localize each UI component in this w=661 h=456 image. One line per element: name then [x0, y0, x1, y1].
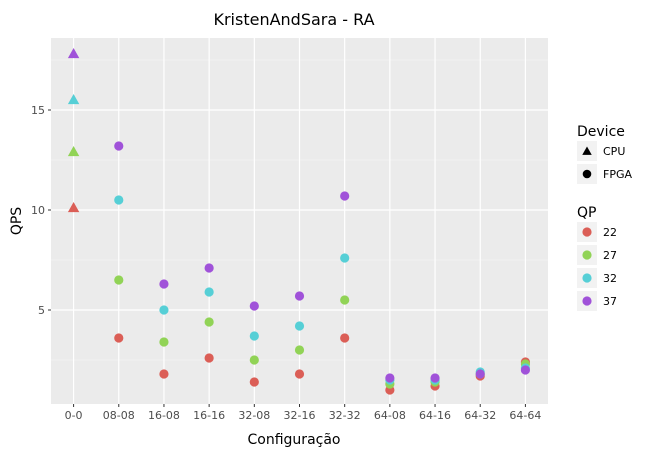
x-tick-label: 32-32: [329, 409, 361, 422]
fpga-point-qp27: [159, 337, 169, 347]
fpga-point-qp32: [159, 305, 169, 315]
fpga-point-qp22: [249, 377, 259, 387]
legend-circle-icon: [582, 169, 592, 179]
legend-qp-label: 32: [603, 272, 617, 285]
cpu-point-qp32: [67, 94, 80, 105]
y-axis-title: QPS: [9, 207, 25, 235]
legend-qp-swatch: [582, 227, 592, 237]
x-tick-label: 08-08: [103, 409, 135, 422]
x-axis: 0-0 08-08 16-08 16-16 32-08 32-16 32-32 64-08 64…: [65, 404, 541, 422]
cpu-point-qp22: [67, 202, 80, 213]
y-tick-label: 5: [38, 304, 45, 317]
fpga-point-qp37: [204, 263, 214, 273]
fpga-point-qp37: [159, 279, 169, 289]
x-tick-label: 64-08: [374, 409, 406, 422]
legend-qp-swatch: [582, 296, 592, 306]
x-axis-title: Configuração: [248, 432, 341, 448]
legend-device-label: FPGA: [603, 168, 632, 181]
y-tick-label: 15: [31, 104, 45, 117]
x-tick-label: 32-16: [284, 409, 316, 422]
x-tick-label: 64-16: [419, 409, 451, 422]
fpga-point-qp22: [294, 369, 305, 379]
x-tick-label: 32-08: [238, 409, 270, 422]
fpga-point-qp32: [204, 287, 214, 297]
fpga-point-qp22: [114, 333, 124, 343]
cpu-point-qp37: [67, 48, 80, 59]
x-tick-label: 16-16: [193, 409, 225, 422]
fpga-point-qp27: [294, 345, 305, 355]
legend-device-label: CPU: [603, 145, 625, 158]
fpga-point-qp32: [294, 321, 305, 331]
fpga-point-qp27: [114, 275, 124, 285]
data-points: [67, 48, 531, 395]
fpga-point-qp27: [204, 317, 214, 327]
legend-qp-label: 37: [603, 295, 617, 308]
fpga-point-qp22: [340, 333, 350, 343]
legend-qp-swatch: [582, 250, 592, 260]
y-axis: 5 10 15: [31, 104, 51, 317]
fpga-point-qp37: [430, 373, 440, 383]
x-tick-label: 16-08: [148, 409, 180, 422]
fpga-point-qp37: [294, 291, 305, 301]
fpga-point-qp37: [385, 373, 395, 383]
legend-qp-label: 27: [603, 249, 617, 262]
x-tick-label: 64-32: [464, 409, 496, 422]
legend-qp-swatch: [582, 273, 592, 283]
fpga-point-qp32: [340, 253, 350, 263]
legend-qp-title: QP: [577, 205, 596, 221]
cpu-point-qp27: [67, 146, 80, 157]
x-tick-label: 64-64: [509, 409, 541, 422]
x-tick-label: 0-0: [65, 409, 83, 422]
fpga-point-qp32: [249, 331, 259, 341]
legend-device-title: Device: [577, 124, 625, 140]
fpga-point-qp37: [475, 369, 485, 379]
legend-qp-label: 22: [603, 226, 617, 239]
chart-title: KristenAndSara - RA: [213, 10, 374, 29]
legend: Device CPU FPGA QP 22 27 32 37: [577, 124, 632, 311]
fpga-point-qp27: [340, 295, 350, 305]
fpga-point-qp22: [204, 353, 214, 363]
fpga-point-qp27: [249, 355, 259, 365]
fpga-point-qp37: [340, 191, 350, 201]
fpga-point-qp32: [114, 195, 124, 205]
fpga-point-qp37: [249, 301, 259, 311]
fpga-point-qp22: [159, 369, 169, 379]
legend-triangle-icon: [582, 146, 592, 155]
fpga-point-qp37: [520, 365, 531, 375]
fpga-point-qp37: [114, 141, 124, 151]
y-tick-label: 10: [31, 204, 45, 217]
